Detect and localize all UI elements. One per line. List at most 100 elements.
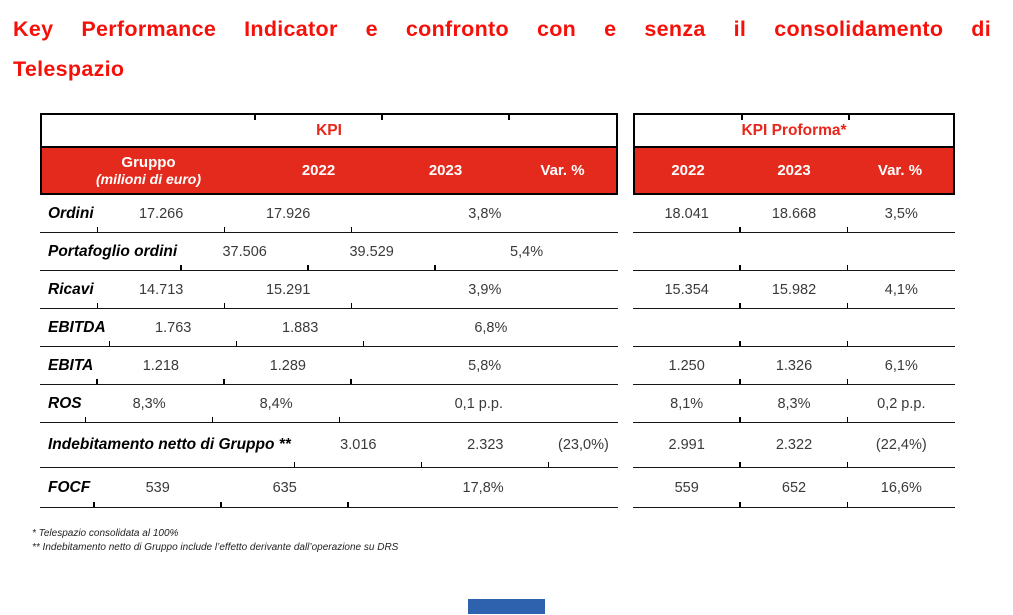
cell-value: 1.250 (668, 357, 705, 374)
kpi-table-caption: KPI (42, 115, 616, 148)
kpi-table-head: KPI Gruppo (milioni di euro) 2022 2023 V… (40, 113, 618, 195)
column-tick (848, 115, 850, 120)
row-label: Portafoglio ordini (48, 242, 178, 260)
kpi-header-2023: 2023 (428, 162, 463, 179)
cell-value: 5,4% (434, 233, 618, 270)
cell-value: 15.291 (223, 271, 352, 308)
cell-value (633, 233, 740, 270)
footnote-indebitamento: ** Indebitamento netto di Gruppo include… (32, 542, 399, 553)
table-row-indebitamento-netto: Indebitamento netto di Gruppo ** 3.016 2… (40, 423, 618, 468)
cell-value: 0,1 p.p. (338, 385, 618, 422)
cell-value: 39.529 (307, 233, 435, 270)
row-label: Ordini (48, 204, 94, 222)
cell-value: 16,6% (846, 468, 955, 507)
cell-value (739, 233, 847, 270)
cell-value: 1.218 (96, 347, 224, 384)
cell-value: 8,3% (739, 385, 847, 422)
table-row-ebitda: EBITDA 1.763 1.883 6,8% (40, 309, 618, 347)
table-row-ebitda-proforma (633, 309, 955, 347)
proforma-table-caption-text: KPI Proforma* (741, 121, 847, 139)
cell-value: 37.506 (180, 233, 308, 270)
cell-value: 635 (220, 468, 348, 507)
kpi-header-var: Var. % (540, 162, 585, 179)
footer-marker (468, 599, 545, 614)
cell-value (846, 309, 955, 346)
cell-value: 8,1% (670, 395, 704, 412)
row-label: EBITDA (48, 318, 106, 336)
table-row-ricavi: Ricavi 14.713 15.291 3,9% (40, 271, 618, 309)
row-label: FOCF (48, 478, 91, 496)
page-title-line1: Key Performance Indicator e confronto co… (13, 17, 991, 41)
kpi-proforma-table: KPI Proforma* 2022 2023 Var. % 18.041 18… (633, 113, 955, 508)
table-row-ros-proforma: 8,1% 8,3% 0,2 p.p. (633, 385, 955, 423)
row-label: Indebitamento netto di Gruppo ** (48, 436, 291, 453)
cell-value: 2.323 (420, 423, 549, 467)
proforma-header-2023: 2023 (777, 162, 811, 179)
table-row-portafoglio-proforma (633, 233, 955, 271)
cell-value: 3,5% (846, 195, 955, 232)
table-row-ricavi-proforma: 15.354 15.982 4,1% (633, 271, 955, 309)
cell-value: 6,8% (362, 309, 618, 346)
cell-value: 6,1% (846, 347, 955, 384)
cell-value: 0,2 p.p. (846, 385, 955, 422)
footnote-telespazio: * Telespazio consolidata al 100% (32, 528, 179, 539)
cell-value: 652 (739, 468, 847, 507)
kpi-table-body: Ordini 17.266 17.926 3,8% Portafoglio or… (40, 195, 618, 508)
table-row-focf-proforma: 559 652 16,6% (633, 468, 955, 508)
column-tick (381, 115, 383, 120)
cell-value: 5,8% (350, 347, 618, 384)
cell-value (633, 309, 740, 346)
table-row-focf: FOCF 539 635 17,8% (40, 468, 618, 508)
table-row-ebita-proforma: 1.250 1.326 6,1% (633, 347, 955, 385)
kpi-header-group-line2: (milioni di euro) (96, 171, 201, 187)
page-title-line2: Telespazio (13, 57, 125, 81)
footnotes: * Telespazio consolidata al 100% ** Inde… (32, 527, 398, 555)
kpi-header-group: Gruppo (milioni di euro) (42, 148, 255, 193)
cell-value: 18.041 (664, 205, 709, 222)
kpi-table: KPI Gruppo (milioni di euro) 2022 2023 V… (40, 113, 618, 508)
cell-value: 8,3% (84, 385, 213, 422)
cell-value: 2.322 (739, 423, 847, 467)
cell-value: 17.266 (96, 195, 225, 232)
cell-value: 3.016 (293, 423, 422, 467)
proforma-table-body: 18.041 18.668 3,5% 15.354 15.982 4,1% 1.… (633, 195, 955, 508)
table-row-portafoglio-ordini: Portafoglio ordini 37.506 39.529 5,4% (40, 233, 618, 271)
proforma-header-var: Var. % (877, 162, 923, 179)
cell-value: 559 (674, 479, 699, 496)
proforma-table-caption: KPI Proforma* (635, 115, 953, 148)
cell-value: 14.713 (96, 271, 225, 308)
proforma-header-2022: 2022 (671, 162, 705, 179)
page-title: Key Performance Indicator e confronto co… (13, 9, 991, 89)
cell-value: 3,8% (350, 195, 618, 232)
row-label: EBITA (48, 356, 94, 374)
cell-value: 4,1% (846, 271, 955, 308)
cell-value: 539 (93, 468, 221, 507)
cell-value: 17,8% (347, 468, 618, 507)
cell-value: 3,9% (350, 271, 618, 308)
table-row-ordini: Ordini 17.266 17.926 3,8% (40, 195, 618, 233)
kpi-table-caption-text: KPI (316, 121, 342, 139)
table-row-ebita: EBITA 1.218 1.289 5,8% (40, 347, 618, 385)
row-label: ROS (48, 394, 82, 412)
table-row-indebitamento-proforma: 2.991 2.322 (22,4%) (633, 423, 955, 468)
cell-value: 18.668 (739, 195, 847, 232)
cell-value: 15.982 (739, 271, 847, 308)
cell-value: (22,4%) (846, 423, 955, 467)
cell-value: 1.763 (108, 309, 237, 346)
cell-value: 17.926 (223, 195, 352, 232)
kpi-header-group-line1: Gruppo (121, 154, 176, 171)
kpi-header-2022: 2022 (301, 162, 336, 179)
table-row-ordini-proforma: 18.041 18.668 3,5% (633, 195, 955, 233)
column-tick (741, 115, 743, 120)
table-row-ros: ROS 8,3% 8,4% 0,1 p.p. (40, 385, 618, 423)
cell-value: 8,4% (211, 385, 340, 422)
cell-value: 1.326 (739, 347, 847, 384)
column-tick (508, 115, 510, 120)
kpi-table-header-row: Gruppo (milioni di euro) 2022 2023 Var. … (42, 148, 616, 193)
cell-value: 2.991 (668, 437, 705, 453)
proforma-table-head: KPI Proforma* 2022 2023 Var. % (633, 113, 955, 195)
row-label: Ricavi (48, 280, 94, 298)
cell-value: 1.883 (235, 309, 364, 346)
proforma-table-header-row: 2022 2023 Var. % (635, 148, 953, 193)
cell-value (846, 233, 955, 270)
